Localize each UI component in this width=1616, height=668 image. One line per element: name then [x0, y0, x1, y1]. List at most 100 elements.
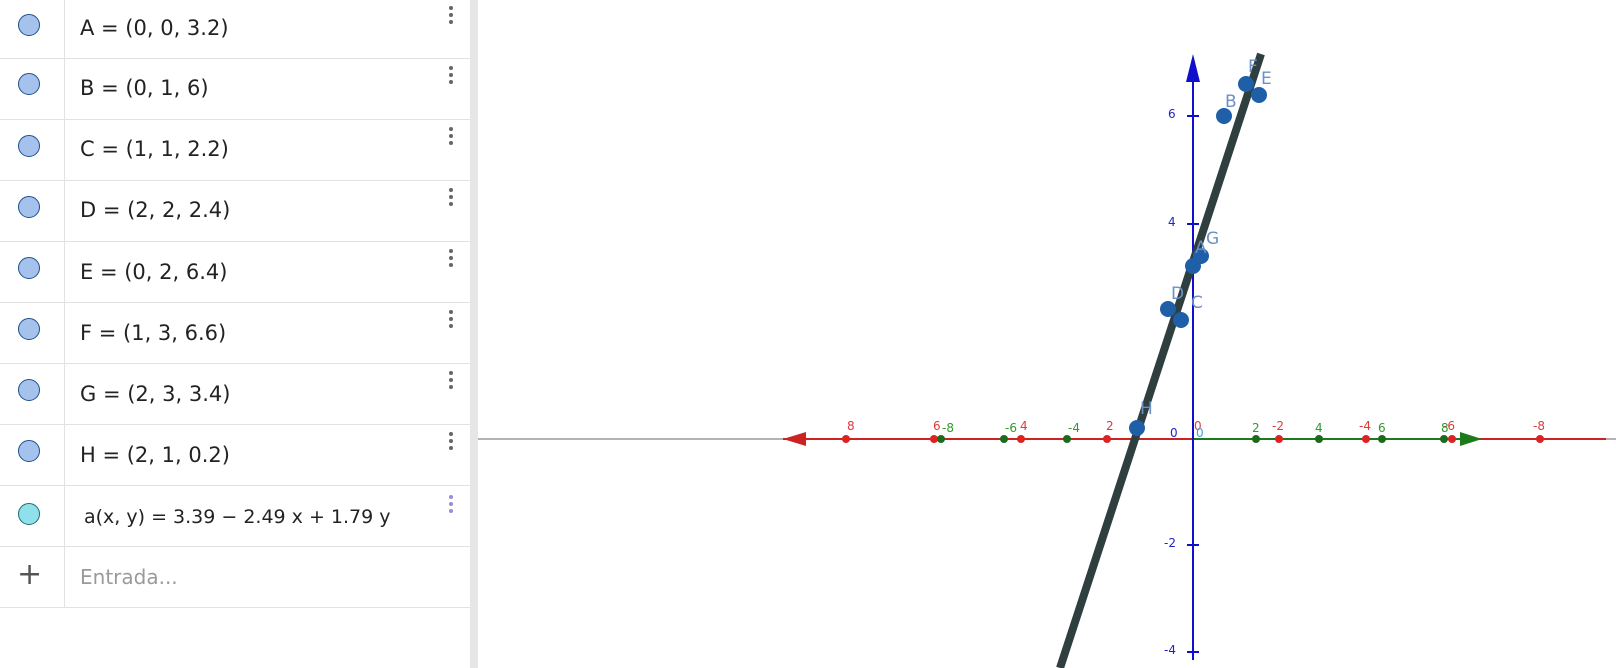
x-tick-mark	[1448, 435, 1456, 443]
y-tick-mark	[1000, 435, 1008, 443]
visibility-toggle[interactable]	[18, 440, 40, 462]
x-axis-arrowhead	[783, 432, 806, 446]
point-h[interactable]	[1129, 420, 1145, 436]
marble-column	[0, 58, 65, 119]
add-icon[interactable]: +	[17, 557, 43, 592]
z-tick-label: -2	[1164, 536, 1176, 550]
more-options-icon[interactable]	[448, 371, 454, 392]
point-label-d: D	[1171, 284, 1184, 304]
algebra-input-row[interactable]: + Entrada...	[0, 546, 470, 608]
visibility-toggle[interactable]	[18, 503, 40, 525]
marble-column	[0, 424, 65, 485]
point-label-g: G	[1206, 229, 1219, 249]
y-tick-label: -8	[942, 421, 954, 435]
z-axis-arrowhead	[1186, 54, 1200, 82]
graphics-canvas[interactable]: 6 4 0 -2 -4 8 6 4 2 0 -2 -4 -6 -8	[478, 0, 1616, 668]
algebra-row-c[interactable]: C = (1, 1, 2.2)	[0, 119, 470, 181]
x-tick-mark	[842, 435, 850, 443]
x-tick-label: 8	[847, 419, 855, 433]
marble-column: +	[0, 546, 65, 607]
point-label-b: B	[1225, 92, 1237, 112]
point-a[interactable]	[1185, 258, 1201, 274]
function-expression[interactable]: a(x, y) = 3.39 − 2.49 x + 1.79 y	[84, 506, 391, 528]
marble-column	[0, 302, 65, 363]
input-field[interactable]: Entrada...	[80, 565, 178, 589]
x-tick-mark	[1017, 435, 1025, 443]
marble-column	[0, 363, 65, 424]
algebra-expression[interactable]: H = (2, 1, 0.2)	[80, 443, 230, 467]
y-tick-label: 4	[1315, 421, 1323, 435]
x-tick-label: 6	[933, 419, 941, 433]
marble-column	[0, 180, 65, 241]
algebra-row-h[interactable]: H = (2, 1, 0.2)	[0, 424, 470, 486]
more-options-icon[interactable]	[448, 432, 454, 453]
algebra-expression[interactable]: F = (1, 3, 6.6)	[80, 321, 227, 345]
y-tick-label: 6	[1378, 421, 1386, 435]
algebra-row-b[interactable]: B = (0, 1, 6)	[0, 58, 470, 120]
panel-resize-handle[interactable]	[470, 0, 478, 668]
y-tick-mark	[1315, 435, 1323, 443]
visibility-toggle[interactable]	[18, 14, 40, 36]
algebra-expression[interactable]: E = (0, 2, 6.4)	[80, 260, 228, 284]
more-options-icon[interactable]	[448, 310, 454, 331]
x-tick-label: -8	[1533, 419, 1545, 433]
y-tick-mark	[937, 435, 945, 443]
more-options-icon[interactable]	[448, 6, 454, 27]
algebra-row-d[interactable]: D = (2, 2, 2.4)	[0, 180, 470, 242]
x-tick-mark	[930, 435, 938, 443]
more-options-icon[interactable]	[448, 127, 454, 148]
algebra-expression[interactable]: C = (1, 1, 2.2)	[80, 137, 229, 161]
marble-column	[0, 485, 65, 546]
more-options-icon[interactable]	[448, 66, 454, 87]
z-tick-label: 0	[1170, 426, 1178, 440]
algebra-row-e[interactable]: E = (0, 2, 6.4)	[0, 241, 470, 303]
y-tick-label: 8	[1441, 421, 1449, 435]
y-tick-label: -4	[1068, 421, 1080, 435]
x-tick-label: 0	[1194, 419, 1202, 433]
point-label-f: F	[1248, 57, 1258, 77]
y-tick-mark	[1440, 435, 1448, 443]
graphics-3d-view[interactable]: 6 4 0 -2 -4 8 6 4 2 0 -2 -4 -6 -8	[478, 0, 1616, 668]
x-tick-mark	[1275, 435, 1283, 443]
visibility-toggle[interactable]	[18, 135, 40, 157]
x-tick-label: 4	[1020, 419, 1028, 433]
algebra-expression[interactable]: G = (2, 3, 3.4)	[80, 382, 231, 406]
visibility-toggle[interactable]	[18, 196, 40, 218]
point-f[interactable]	[1238, 76, 1254, 92]
algebra-row-f[interactable]: F = (1, 3, 6.6)	[0, 302, 470, 364]
point-d[interactable]	[1160, 301, 1176, 317]
point-e[interactable]	[1251, 87, 1267, 103]
more-options-icon[interactable]	[448, 249, 454, 270]
z-tick-label: -4	[1164, 643, 1176, 657]
algebra-view: A = (0, 0, 3.2) B = (0, 1, 6) C = (1, 1,…	[0, 0, 470, 668]
visibility-toggle[interactable]	[18, 73, 40, 95]
algebra-row-function[interactable]: a(x, y) = 3.39 − 2.49 x + 1.79 y	[0, 485, 470, 547]
marble-column	[0, 119, 65, 180]
point-label-e: E	[1261, 69, 1272, 89]
x-tick-label: -6	[1443, 419, 1455, 433]
x-tick-mark	[1362, 435, 1370, 443]
algebra-expression[interactable]: B = (0, 1, 6)	[80, 76, 209, 100]
algebra-row-g[interactable]: G = (2, 3, 3.4)	[0, 363, 470, 425]
x-tick-mark	[1536, 435, 1544, 443]
z-tick-label: 4	[1168, 215, 1176, 229]
marble-column	[0, 0, 65, 58]
algebra-expression[interactable]: A = (0, 0, 3.2)	[80, 16, 229, 40]
point-c[interactable]	[1173, 312, 1189, 328]
y-tick-label: -6	[1005, 421, 1017, 435]
point-b[interactable]	[1216, 108, 1232, 124]
y-axis-arrowhead	[1460, 432, 1482, 446]
algebra-expression[interactable]: D = (2, 2, 2.4)	[80, 198, 231, 222]
x-tick-label: 2	[1106, 419, 1114, 433]
more-options-icon[interactable]	[448, 495, 454, 516]
y-tick-mark	[1252, 435, 1260, 443]
plane-a-surface[interactable]	[1056, 52, 1265, 668]
more-options-icon[interactable]	[448, 188, 454, 209]
visibility-toggle[interactable]	[18, 257, 40, 279]
visibility-toggle[interactable]	[18, 318, 40, 340]
x-tick-label: -4	[1359, 419, 1371, 433]
x-tick-label: -2	[1272, 419, 1284, 433]
visibility-toggle[interactable]	[18, 379, 40, 401]
origin-label: 0	[1196, 426, 1204, 440]
algebra-row-a[interactable]: A = (0, 0, 3.2)	[0, 0, 470, 59]
